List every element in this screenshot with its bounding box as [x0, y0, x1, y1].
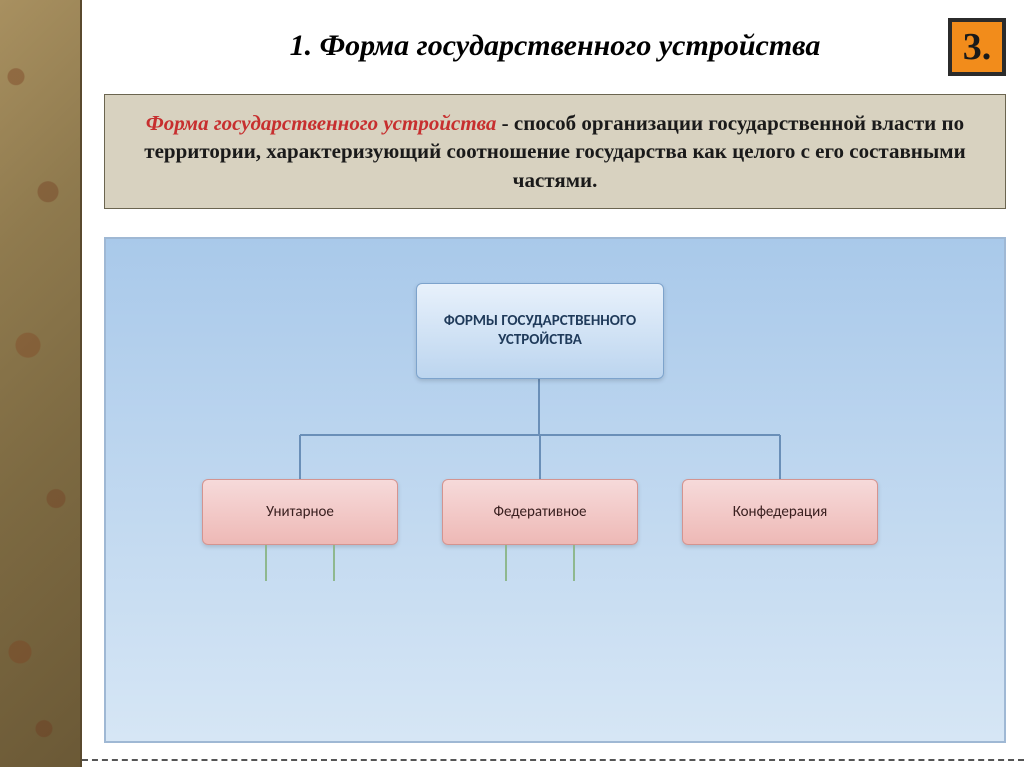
chart-child-node: Конфедерация [682, 479, 878, 545]
chart-root-node: ФОРМЫ ГОСУДАРСТВЕННОГО УСТРОЙСТВА [416, 283, 664, 379]
chart-connector [265, 545, 267, 581]
title-row: 1. Форма государственного устройства 3. [104, 24, 1006, 76]
org-chart: ФОРМЫ ГОСУДАРСТВЕННОГО УСТРОЙСТВА Унитарн… [104, 237, 1006, 743]
decorative-sidebar [0, 0, 82, 767]
definition-term: Форма государственного устройства [146, 111, 497, 135]
slide-main: 1. Форма государственного устройства 3. … [82, 0, 1024, 767]
chart-canvas: ФОРМЫ ГОСУДАРСТВЕННОГО УСТРОЙСТВА Унитарн… [106, 239, 1004, 741]
definition-box: Форма государственного устройства - спос… [104, 94, 1006, 209]
chart-connector [573, 545, 575, 581]
slide-title: 1. Форма государственного устройства [290, 28, 821, 64]
chart-connector [299, 435, 301, 479]
chart-connector [539, 435, 541, 479]
chart-connector [505, 545, 507, 581]
footer-divider [82, 759, 1024, 761]
chart-connector [333, 545, 335, 581]
slide-number-badge: 3. [948, 18, 1006, 76]
chart-connector [538, 379, 540, 435]
chart-child-node: Федеративное [442, 479, 638, 545]
chart-connector [779, 435, 781, 479]
chart-child-node: Унитарное [202, 479, 398, 545]
